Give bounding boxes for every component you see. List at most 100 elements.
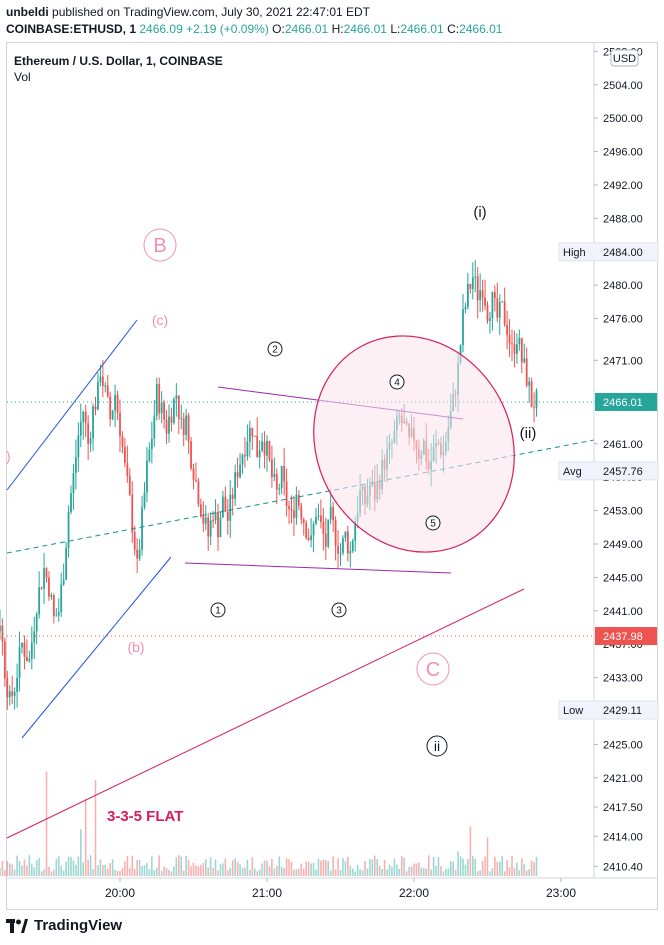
candle-body [45,568,48,578]
volume-bar [427,855,430,876]
volume-bar [337,858,339,876]
volume-bar [268,866,271,876]
candle-body [72,473,75,494]
volume-bar [354,871,356,876]
volume-bar [251,857,254,876]
candle-body [84,411,87,424]
volume-bar [344,861,347,876]
candle-body [297,494,300,506]
candle-body [3,641,6,679]
candle-body [143,492,146,508]
volume-bar [418,862,420,876]
candle-body [182,418,185,435]
candle-body [18,647,21,678]
volume-bar [437,857,440,876]
wave-C-label-circle [416,652,450,686]
candle-body [40,587,43,589]
candle-body [150,438,153,450]
ohlc-line: COINBASE:ETHUSD, 1 2466.09 +2.19 (+0.09%… [6,22,502,36]
volume-bar [160,870,163,876]
volume-bar [432,857,435,876]
candle-body [302,519,305,523]
footer-brand[interactable]: TradingView [6,917,122,934]
candle-body [28,658,31,662]
candle-body [202,516,205,524]
volume-bar [116,871,119,876]
volume-bar [165,868,168,876]
candle-body [506,324,508,336]
candle-body [248,427,251,442]
volume-bar [146,862,148,876]
low-value: 2466.01 [400,22,444,36]
wave-C-label: C [426,659,440,681]
candle-body [246,441,249,457]
candle-body [65,547,67,580]
volume-bar [496,861,499,876]
volume-bar [207,867,209,876]
candle-body [170,416,173,423]
low-tag-name: Low [563,705,583,717]
volume-bar [48,866,50,876]
candle-body [138,549,141,559]
wave-4-label: 4 [394,378,400,389]
volume-bar [197,866,200,876]
candle-body [160,402,163,414]
candle-body [501,301,504,303]
open-value: 2466.01 [284,22,329,36]
level-price-tag: 2437.98 [603,631,643,643]
volume-bar [430,869,432,876]
volume-bar [300,863,303,876]
candle-body [136,549,139,559]
volume-bar [403,857,405,876]
wave-1-label-circle [210,602,226,618]
candle-body [520,338,523,363]
volume-bar [383,859,386,876]
candle-body [106,385,109,397]
currency-button[interactable]: USD [610,49,639,67]
volume-bar [77,856,80,876]
volume-bar [521,858,523,876]
volume-bar [187,859,190,876]
candle-body [493,292,496,299]
volume-bar [21,865,23,876]
candle-body [0,625,1,632]
volume-bar [302,868,305,876]
volume-bar [153,870,156,876]
candle-body [79,421,82,436]
volume-bar [182,870,185,876]
candle-body [141,507,143,550]
candle-body [285,481,288,507]
candle-body [266,440,268,456]
volume-bar [131,855,134,876]
candle-body [207,517,210,537]
publisher-name[interactable]: unbeldi [6,5,49,19]
wave-c-label: (c) [152,312,168,328]
candle-body [43,568,45,589]
volume-bar [378,865,381,876]
candle-body [271,459,273,478]
volume-bar [11,864,13,876]
volume-bar [393,858,396,876]
time-axis: 20:00 21:00 22:00 23:00 [7,877,658,900]
x-tick-label: 23:00 [546,886,576,900]
volume-bar [222,863,224,876]
candle-body [30,642,33,659]
volume-bar [408,866,410,876]
volume-bar [173,866,175,876]
candle-body [476,276,479,301]
volume-bar [18,861,21,876]
volume-bar [423,868,425,876]
y-tick-label: 2476.00 [603,314,643,326]
volume-bar [371,859,374,876]
volume-bar [258,869,261,876]
candle-body [253,435,256,437]
volume-bar [339,870,342,876]
volume-bar [454,869,457,876]
candle-body [168,416,170,434]
volume-bar [413,863,415,876]
volume-bar [89,855,92,876]
high-tag-name: High [563,247,586,259]
volume-bar [298,868,300,876]
candle-body [462,309,464,346]
